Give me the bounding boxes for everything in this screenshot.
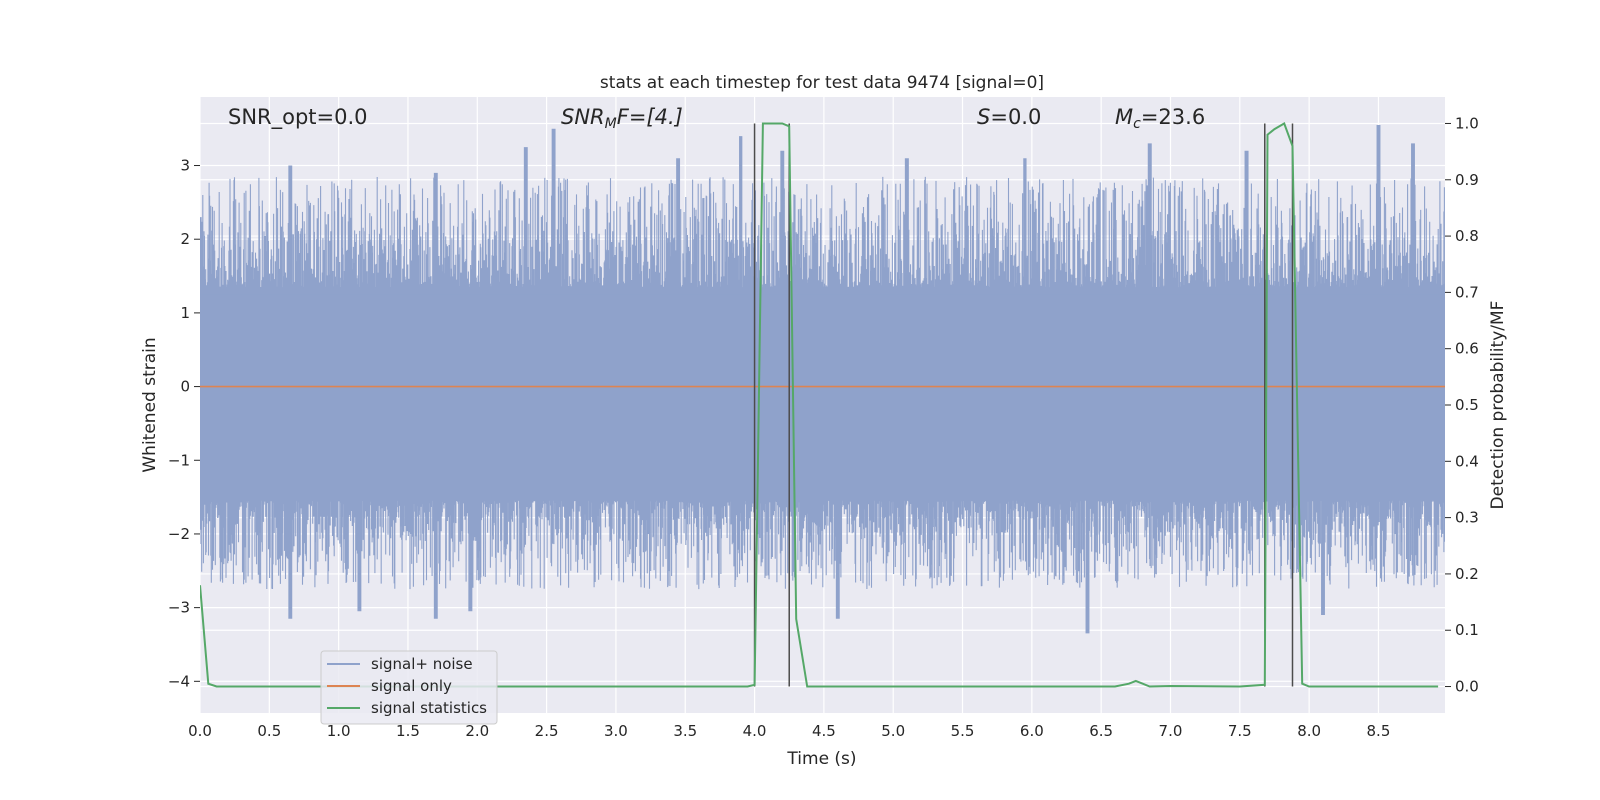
x-tick-label: 7.5	[1228, 722, 1252, 740]
x-tick-label: 6.0	[1020, 722, 1044, 740]
legend: signal+ noise signal only signal statist…	[320, 650, 498, 725]
annotation-s-main: S	[977, 105, 990, 129]
plot-content	[200, 122, 1445, 688]
y2-tick-label: 0.7	[1455, 283, 1479, 301]
y-tick-label: 1	[180, 304, 190, 322]
x-tick-label: 5.0	[881, 722, 905, 740]
y2-tick-label: 0.5	[1455, 396, 1479, 414]
x-tick-label: 3.5	[673, 722, 697, 740]
chart-title: stats at each timestep for test data 947…	[600, 73, 1044, 93]
x-tick-label: 4.0	[743, 722, 767, 740]
annotation-mc-rest: =23.6	[1141, 105, 1205, 129]
y2-tick-label: 0.9	[1455, 171, 1479, 189]
annotation-snr-opt: SNR_opt=0.0	[228, 105, 368, 130]
annotation-mc-sub: c	[1133, 116, 1141, 132]
y-axis-label: Whitened strain	[140, 337, 160, 472]
series-signal-noise	[200, 125, 1445, 634]
y-tick-label: 2	[180, 230, 190, 248]
annotation-mc-main: M	[1115, 105, 1133, 129]
y2-axis-label: Detection probability/MF	[1488, 301, 1508, 510]
y2-axis-ticks: 0.0 0.1 0.2 0.3 0.4 0.5 0.6 0.7 0.8 0.9 1.0	[1445, 114, 1479, 696]
x-tick-label: 2.5	[535, 722, 559, 740]
y-tick-label: 0	[180, 378, 190, 396]
x-tick-label: 2.0	[465, 722, 489, 740]
y-tick-label: −2	[168, 525, 190, 543]
y2-tick-label: 0.4	[1455, 452, 1479, 470]
y2-tick-label: 0.3	[1455, 509, 1479, 527]
y-tick-label: −3	[168, 599, 190, 617]
y-tick-label: 3	[180, 157, 190, 175]
series-signal-statistics	[200, 122, 1439, 688]
noise-core-band	[200, 294, 1445, 494]
y-axis-ticks: −4 −3 −2 −1 0 1 2 3	[168, 157, 200, 690]
x-tick-label: 6.5	[1089, 722, 1113, 740]
legend-label-signal-statistics: signal statistics	[371, 699, 487, 717]
legend-box	[320, 650, 498, 725]
y2-tick-label: 0.2	[1455, 565, 1479, 583]
legend-label-signal-noise: signal+ noise	[371, 655, 473, 673]
x-tick-label: 8.5	[1367, 722, 1391, 740]
legend-label-signal-only: signal only	[371, 677, 452, 695]
annotation-snr-mf-main: SNR	[561, 105, 605, 129]
annotation-mc: Mc=23.6	[1115, 105, 1205, 132]
x-tick-label: 1.5	[396, 722, 420, 740]
x-axis-label: Time (s)	[786, 749, 856, 769]
y2-tick-label: 0.0	[1455, 678, 1479, 696]
y-tick-label: −1	[168, 451, 190, 469]
x-tick-label: 4.5	[812, 722, 836, 740]
y2-tick-label: 0.8	[1455, 227, 1479, 245]
x-tick-label: 5.5	[951, 722, 975, 740]
x-axis-ticks: 0.0 0.5 1.0 1.5 2.0 2.5 3.0 3.5 4.0 4.5 5.0 5.5 6.0 6…	[188, 722, 1390, 740]
x-tick-label: 1.0	[327, 722, 351, 740]
annotation-s: S=0.0	[977, 105, 1041, 129]
y2-tick-label: 1.0	[1455, 114, 1479, 132]
x-tick-label: 0.5	[257, 722, 281, 740]
x-tick-label: 3.0	[604, 722, 628, 740]
y2-tick-label: 0.6	[1455, 340, 1479, 358]
annotation-s-rest: =0.0	[990, 105, 1041, 129]
y-tick-label: −4	[168, 672, 190, 690]
x-tick-label: 7.0	[1159, 722, 1183, 740]
y2-tick-label: 0.1	[1455, 621, 1479, 639]
annotation-snr-mf-sub: M	[605, 116, 617, 132]
annotation-snr-mf-rest: F=[4.]	[617, 105, 683, 129]
x-tick-label: 0.0	[188, 722, 212, 740]
annotation-snr-mf: SNRMF=[4.]	[561, 105, 683, 132]
x-tick-label: 8.0	[1297, 722, 1321, 740]
